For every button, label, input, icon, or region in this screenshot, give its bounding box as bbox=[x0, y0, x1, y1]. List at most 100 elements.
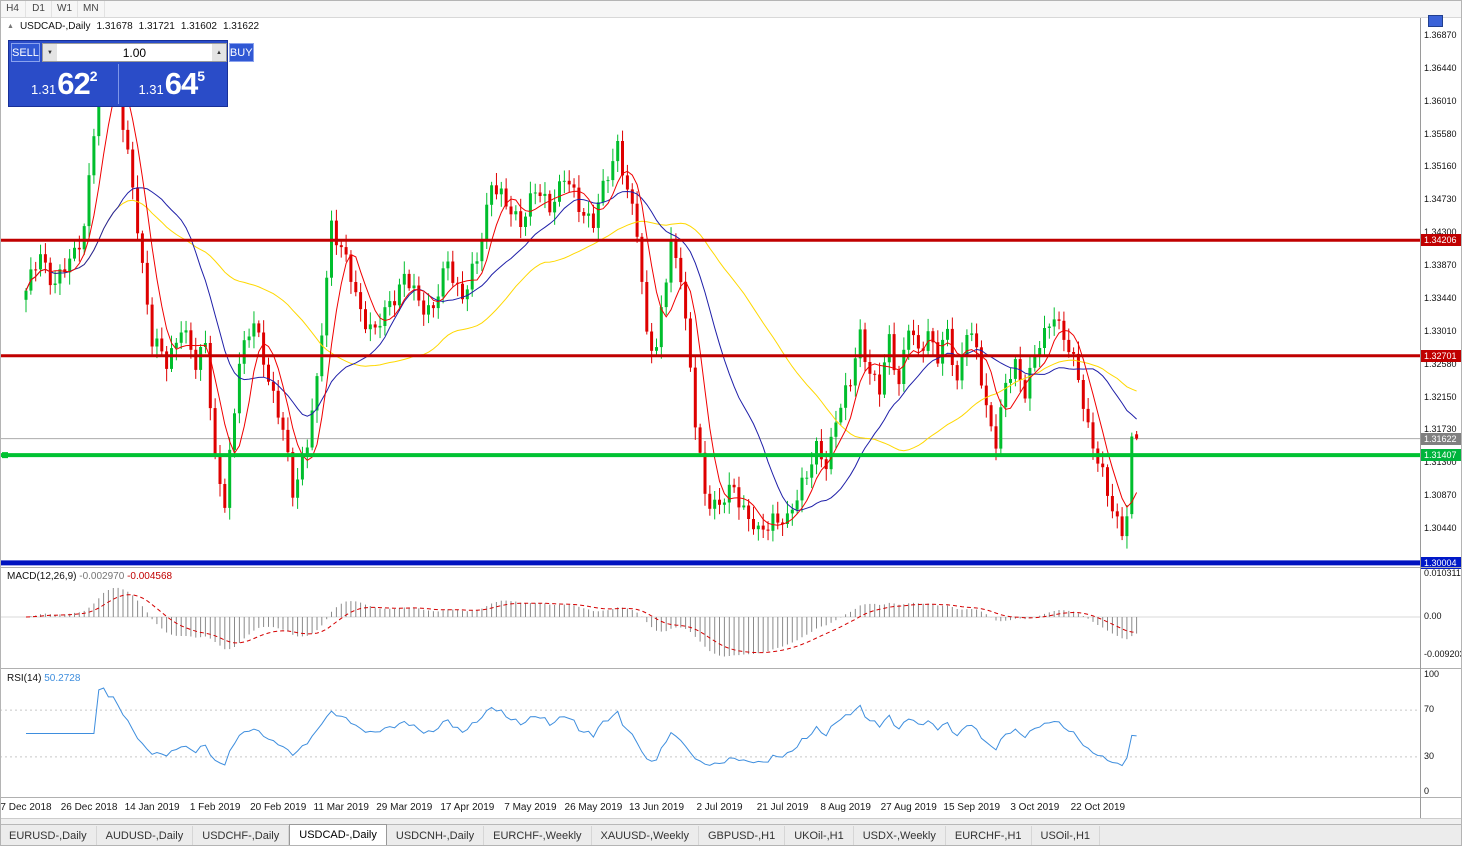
panel-separator-macd[interactable] bbox=[0, 567, 1462, 568]
price-badge: 1.32701 bbox=[1421, 349, 1462, 362]
date-label: 17 Apr 2019 bbox=[440, 802, 495, 813]
rsi-tick: 0 bbox=[1424, 786, 1430, 796]
price-axis-border bbox=[1420, 17, 1421, 818]
date-label: 26 May 2019 bbox=[564, 802, 623, 813]
macd-label: MACD(12,26,9) -0.002970 -0.004568 bbox=[7, 571, 172, 582]
timeframe-h4-button[interactable]: H4 bbox=[0, 0, 26, 17]
macd-signal-line bbox=[25, 594, 1137, 654]
ma-slow-line bbox=[25, 199, 1137, 452]
date-axis: 7 Dec 2018 26 Dec 2018 14 Jan 2019 1 Feb 20… bbox=[0, 798, 1420, 817]
price-badge: 1.31407 bbox=[1421, 449, 1462, 462]
buy-price-pips: 64 bbox=[164, 66, 198, 101]
price-tick: 1.36440 bbox=[1424, 62, 1457, 73]
price-tick: 1.36870 bbox=[1424, 29, 1457, 40]
chart-tab-ukoil-h1[interactable]: UKOil-,H1 bbox=[785, 826, 854, 846]
buy-price[interactable]: 1.31 64 5 bbox=[119, 64, 226, 104]
buy-button[interactable]: BUY bbox=[228, 43, 254, 62]
chart-canvas[interactable] bbox=[0, 0, 1420, 800]
rsi-line bbox=[26, 687, 1137, 767]
sell-price[interactable]: 1.31 62 2 bbox=[11, 64, 118, 104]
scroll-thumb[interactable] bbox=[1428, 15, 1443, 27]
ohlc-open: 1.31678 bbox=[96, 21, 133, 32]
price-tick: 1.33010 bbox=[1424, 326, 1457, 337]
chart-tab-eurchf-h1[interactable]: EURCHF-,H1 bbox=[946, 826, 1032, 846]
chart-tab-usdchf-daily[interactable]: USDCHF-,Daily bbox=[193, 826, 290, 846]
timeframe-toolbar: H4 D1 W1 MN bbox=[0, 0, 1462, 18]
price-badge: 1.31622 bbox=[1421, 432, 1462, 445]
date-label: 29 Mar 2019 bbox=[376, 802, 433, 813]
date-label: 27 Aug 2019 bbox=[880, 802, 937, 813]
price-badge: 1.34206 bbox=[1421, 234, 1462, 247]
macd-tick: 0.010311 bbox=[1424, 568, 1461, 578]
date-label: 1 Feb 2019 bbox=[189, 802, 241, 813]
macd-name: MACD(12,26,9) bbox=[7, 571, 77, 582]
volume-input[interactable] bbox=[56, 44, 212, 61]
price-tick: 1.33870 bbox=[1424, 260, 1457, 270]
buy-price-point: 5 bbox=[197, 68, 206, 84]
ma-mid-line bbox=[25, 187, 1137, 512]
bottom-strip bbox=[0, 818, 1462, 825]
date-label: 21 Jul 2019 bbox=[756, 802, 809, 813]
price-tick: 1.35160 bbox=[1424, 160, 1457, 171]
date-label: 14 Jan 2019 bbox=[124, 802, 180, 813]
volume-decrease-icon[interactable]: ▼ bbox=[42, 44, 57, 61]
rsi-tick: 100 bbox=[1424, 669, 1440, 679]
ohlc-high: 1.31721 bbox=[138, 21, 175, 32]
price-tick: 1.31730 bbox=[1424, 424, 1457, 435]
panel-separator-rsi[interactable] bbox=[0, 668, 1462, 669]
date-label: 11 Mar 2019 bbox=[313, 802, 369, 813]
volume-stepper: ▼ ▲ bbox=[41, 43, 227, 62]
date-label: 7 Dec 2018 bbox=[0, 802, 52, 813]
macd-main-value: -0.002970 bbox=[79, 571, 125, 582]
rsi-tick: 30 bbox=[1424, 750, 1435, 761]
sell-button[interactable]: SELL bbox=[11, 43, 40, 62]
rsi-name: RSI(14) bbox=[7, 673, 42, 684]
chart-title: ▲ USDCAD-,Daily 1.31678 1.31721 1.31602 … bbox=[7, 21, 259, 32]
date-label: 13 Jun 2019 bbox=[628, 802, 685, 813]
collapse-panel-icon[interactable]: ▲ bbox=[7, 23, 14, 30]
price-tick: 1.33440 bbox=[1424, 293, 1457, 304]
chart-tab-audusd-daily[interactable]: AUDUSD-,Daily bbox=[97, 826, 194, 846]
price-tick: 1.34300 bbox=[1424, 226, 1457, 237]
date-label: 2 Jul 2019 bbox=[696, 802, 743, 813]
chart-tab-usoil-h1[interactable]: USOil-,H1 bbox=[1032, 826, 1101, 846]
chart-tab-xauusd-weekly[interactable]: XAUUSD-,Weekly bbox=[592, 826, 699, 846]
chart-tab-eurusd-daily[interactable]: EURUSD-,Daily bbox=[0, 826, 97, 846]
timeframe-w1-button[interactable]: W1 bbox=[52, 0, 78, 17]
date-label: 26 Dec 2018 bbox=[60, 802, 118, 813]
chart-tab-usdcnh-daily[interactable]: USDCNH-,Daily bbox=[387, 826, 485, 846]
volume-increase-icon[interactable]: ▲ bbox=[211, 44, 226, 61]
sell-price-point: 2 bbox=[89, 68, 98, 84]
price-tick: 1.34730 bbox=[1424, 193, 1457, 204]
chart-tab-usdcad-daily[interactable]: USDCAD-,Daily bbox=[289, 824, 387, 846]
price-tick: 1.35580 bbox=[1424, 128, 1457, 139]
price-tick: 1.30870 bbox=[1424, 490, 1457, 501]
ma-fast-line bbox=[25, 86, 1138, 526]
chart-tab-eurchf-weekly[interactable]: EURCHF-,Weekly bbox=[484, 826, 592, 846]
chart-tab-bar: EURUSD-,Daily AUDUSD-,Daily USDCHF-,Daily U… bbox=[0, 824, 1462, 846]
symbol-period-label: USDCAD-,Daily bbox=[19, 21, 91, 32]
price-divider bbox=[117, 64, 119, 104]
sell-price-pips: 62 bbox=[57, 66, 90, 101]
rsi-value: 50.2728 bbox=[44, 673, 81, 684]
timeframe-d1-button[interactable]: D1 bbox=[26, 0, 52, 17]
price-tick: 1.32150 bbox=[1424, 392, 1457, 403]
date-label: 8 Aug 2019 bbox=[820, 802, 871, 813]
date-label: 7 May 2019 bbox=[504, 802, 557, 813]
rsi-label: RSI(14) 50.2728 bbox=[7, 673, 80, 684]
date-label: 22 Oct 2019 bbox=[1070, 802, 1126, 813]
price-badge: 1.30004 bbox=[1421, 556, 1462, 569]
price-tick: 1.32580 bbox=[1424, 359, 1457, 370]
buy-price-prefix: 1.31 bbox=[138, 82, 164, 97]
sell-price-prefix: 1.31 bbox=[30, 82, 57, 97]
ohlc-close: 1.31622 bbox=[222, 21, 260, 32]
price-tick: 1.30440 bbox=[1424, 523, 1457, 534]
chart-tab-usdx-weekly[interactable]: USDX-,Weekly bbox=[854, 826, 946, 846]
price-axis: 1.36870 1.36440 1.36010 1.35580 1.35160 1.347… bbox=[1421, 0, 1462, 818]
chart-tab-gbpusd-h1[interactable]: GBPUSD-,H1 bbox=[699, 826, 786, 846]
macd-tick: 0.00 bbox=[1424, 611, 1442, 621]
date-label: 15 Sep 2019 bbox=[943, 802, 1001, 813]
timeframe-mn-button[interactable]: MN bbox=[78, 0, 105, 17]
date-axis-border bbox=[0, 797, 1462, 798]
rsi-tick: 70 bbox=[1424, 704, 1435, 715]
